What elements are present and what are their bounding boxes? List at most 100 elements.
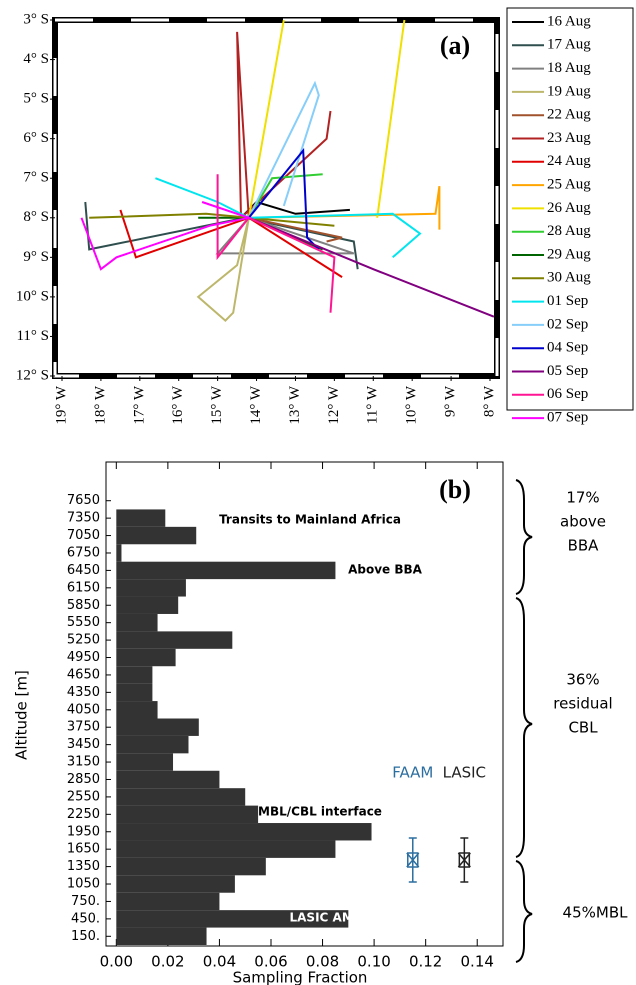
bar [116, 753, 174, 771]
brace [515, 479, 533, 595]
flight-track [89, 212, 335, 227]
legend-label: 06 Sep [547, 386, 588, 402]
annotation: Above BBA [348, 563, 423, 577]
legend-label: 07 Sep [547, 410, 588, 426]
bar [116, 596, 179, 614]
x-tick-label: 15° W [209, 385, 225, 424]
legend-label: 25 Aug [547, 177, 591, 193]
flight-track [247, 173, 323, 219]
y-tick-label: 4950 [67, 650, 100, 665]
bar [116, 509, 166, 527]
bar [116, 788, 246, 806]
bar [116, 910, 349, 928]
flight-track [247, 19, 406, 218]
y-tick-label: 10° S [16, 288, 49, 304]
y-tick-label: 8° S [23, 209, 49, 225]
flight-track [80, 201, 253, 271]
bar [116, 526, 197, 545]
marker-cross [457, 852, 471, 868]
y-tick-label: 4° S [23, 51, 49, 67]
y-tick-label: 2250 [67, 807, 100, 822]
bar [116, 892, 220, 911]
legend-label: 02 Sep [547, 316, 588, 332]
legend-label: 19 Aug [547, 83, 591, 99]
annotation: LASIC AMF, 300 m [290, 911, 411, 925]
x-tick-label: 0.12 [409, 953, 442, 971]
bar [116, 544, 122, 562]
flight-track [215, 216, 355, 255]
legend-label: 17 Aug [547, 37, 591, 53]
y-tick-label: 9° S [23, 249, 49, 265]
flight-track [247, 80, 320, 219]
bar [116, 927, 207, 945]
bar [116, 579, 186, 597]
legend-label: 29 Aug [547, 246, 591, 262]
legend-label: 22 Aug [547, 107, 591, 123]
marker-label: LASIC [443, 764, 486, 782]
y-tick-label: 1650 [67, 842, 100, 857]
x-tick-label: 10° W [404, 385, 420, 424]
bar [116, 631, 233, 649]
x-axis-label: Sampling Fraction [233, 969, 368, 985]
bar [116, 701, 158, 719]
bar [116, 718, 199, 736]
x-tick-label: 12° W [326, 385, 342, 424]
y-tick-label: 450. [71, 911, 100, 926]
bar [116, 823, 372, 841]
x-tick-label: 17° W [131, 385, 147, 424]
brace [515, 597, 533, 858]
y-tick-label: 4650 [67, 667, 100, 682]
hist-frame [105, 461, 504, 947]
y-tick-label: 4350 [67, 685, 100, 700]
bar [116, 805, 259, 824]
map-frame-pattern [53, 18, 499, 378]
legend-label: 23 Aug [547, 130, 591, 146]
x-tick-label: 18° W [92, 385, 108, 424]
x-tick-label: 13° W [287, 385, 303, 424]
x-tick-label: 0.14 [461, 953, 494, 971]
annotation: MBL/CBL interface [258, 805, 382, 819]
y-tick-label: 6° S [23, 130, 49, 146]
x-tick-label: 14° W [248, 385, 264, 424]
y-tick-label: 750. [71, 894, 100, 909]
x-tick-label: 0.04 [203, 953, 236, 971]
y-tick-label: 3° S [23, 11, 49, 27]
brace-label: 36% [566, 671, 599, 689]
x-tick-label: 16° W [170, 385, 186, 424]
x-tick-label: 0.10 [357, 953, 390, 971]
bar [116, 683, 153, 702]
legend-label: 16 Aug [547, 13, 591, 29]
bar [116, 840, 336, 858]
y-tick-label: 6750 [67, 545, 100, 560]
x-tick-label: 0.06 [254, 953, 287, 971]
marker-cross [406, 852, 420, 868]
marker [407, 852, 419, 868]
brace-label: BBA [568, 537, 600, 555]
y-tick-label: 7° S [23, 170, 49, 186]
bar [116, 648, 176, 667]
x-tick-label: 19° W [53, 385, 69, 424]
flight-track [248, 216, 495, 318]
marker [458, 852, 471, 868]
y-tick-label: 12° S [16, 367, 49, 383]
y-axis-label: Altitude [m] [13, 670, 31, 760]
x-tick-label: 0.02 [151, 953, 184, 971]
y-tick-label: 3450 [67, 737, 100, 752]
flight-track [248, 216, 343, 243]
legend-label: 05 Sep [547, 363, 588, 379]
brace-label: CBL [568, 719, 598, 737]
flight-track [236, 31, 332, 221]
y-tick-label: 5850 [67, 598, 100, 613]
x-tick-label: 11° W [365, 385, 381, 424]
y-tick-label: 1950 [67, 824, 100, 839]
bar [116, 561, 336, 580]
y-tick-label: 1350 [67, 859, 100, 874]
legend-label: 26 Aug [547, 200, 591, 216]
map-frame [52, 17, 500, 379]
y-tick-label: 3150 [67, 755, 100, 770]
x-tick-label: 0.08 [306, 953, 339, 971]
panel-label: (a) [440, 31, 470, 60]
bar [116, 613, 158, 632]
flight-track [155, 177, 422, 259]
